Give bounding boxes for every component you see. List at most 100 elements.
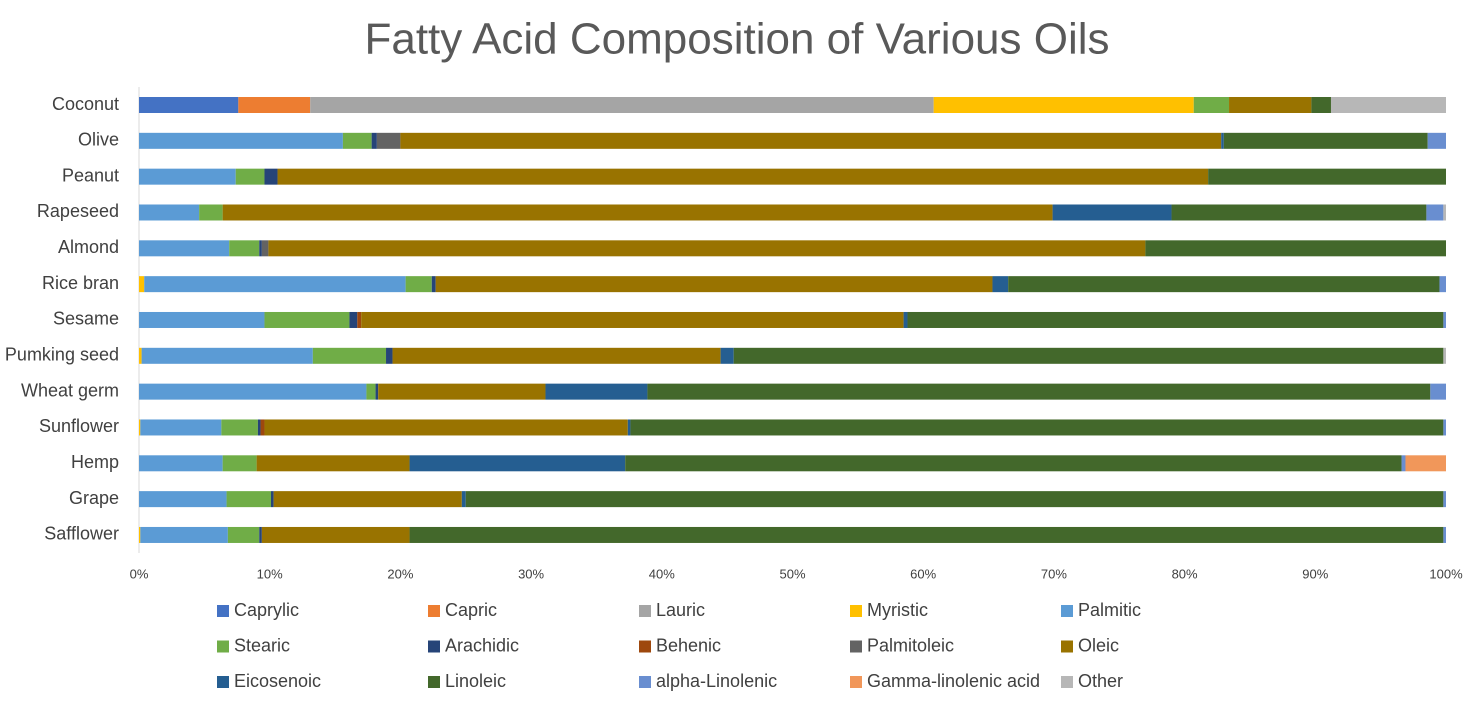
legend-swatch [639, 640, 651, 653]
bar-segment [139, 97, 239, 113]
legend-swatch [217, 676, 229, 688]
legend-swatch [428, 676, 440, 688]
bar-segment [1443, 311, 1446, 328]
legend-swatch [1061, 605, 1073, 617]
x-tick-label: 0% [130, 566, 149, 581]
bar-segment [222, 455, 257, 472]
y-tick-label: Wheat germ [21, 380, 119, 400]
bar-segment [366, 383, 376, 400]
bar-segment [238, 97, 311, 113]
bar-segment [140, 526, 228, 543]
y-tick-label: Sunflower [39, 416, 119, 436]
bar-segment [733, 347, 1444, 364]
y-tick-label: Pumking seed [5, 345, 119, 365]
bar-segment [409, 526, 1444, 543]
bar-segment [1223, 132, 1428, 149]
bar-segment [1443, 347, 1446, 364]
bar-segment [264, 311, 350, 328]
legend-label: Eicosenoic [234, 671, 321, 691]
bar-segment [378, 383, 546, 400]
bar-segment [1193, 97, 1230, 113]
y-tick-label: Olive [78, 130, 119, 150]
bar-segment [221, 419, 258, 436]
y-tick-label: Coconut [52, 94, 119, 114]
legend-label: Stearic [234, 635, 290, 655]
bar-segment [141, 347, 313, 364]
bar-segment [222, 204, 1053, 221]
bar-segment [1443, 419, 1446, 436]
bar-segment [1439, 276, 1446, 293]
bar-segment [229, 240, 260, 257]
legend-label: alpha-Linolenic [656, 671, 777, 691]
bar-segment [349, 311, 358, 328]
legend-label: Behenic [656, 635, 721, 655]
y-tick-label: Rice bran [42, 273, 119, 293]
x-tick-label: 50% [779, 566, 805, 581]
bar-segment [405, 276, 432, 293]
bar-segment [1208, 168, 1446, 185]
legend-label: Oleic [1078, 635, 1119, 655]
bar-segment [627, 419, 631, 436]
x-tick-label: 60% [910, 566, 936, 581]
legend-label: Palmitic [1078, 600, 1141, 620]
legend-swatch [217, 605, 229, 617]
bar-segment [273, 491, 462, 508]
legend-label: Lauric [656, 600, 705, 620]
bar-segment [139, 276, 145, 293]
bar-segment [139, 526, 141, 543]
bar-segment [264, 419, 628, 436]
bar-segment [257, 419, 261, 436]
bar-segment [545, 383, 648, 400]
bar-segment [139, 455, 223, 472]
bar-segment [376, 132, 401, 149]
bar-segment [139, 383, 367, 400]
x-tick-label: 20% [387, 566, 413, 581]
bar-segment [992, 276, 1009, 293]
legend-swatch [1061, 640, 1073, 653]
bar-segment [264, 168, 278, 185]
y-tick-label: Rapeseed [37, 201, 119, 221]
legend-label: Linoleic [445, 671, 506, 691]
legend-swatch [639, 605, 651, 617]
legend-label: Other [1078, 671, 1123, 691]
y-tick-label: Safflower [44, 524, 119, 544]
y-tick-label: Grape [69, 488, 119, 508]
bar-segment [435, 276, 993, 293]
bar-segment [1330, 97, 1446, 113]
bar-segment [431, 276, 436, 293]
bar-segment [1443, 491, 1446, 508]
x-tick-label: 40% [649, 566, 675, 581]
bar-segment [139, 204, 200, 221]
bar-segment [461, 491, 466, 508]
bar-segment [630, 419, 1444, 436]
bar-segment [139, 132, 343, 149]
x-tick-label: 80% [1172, 566, 1198, 581]
bar-segment [1405, 455, 1446, 472]
bar-segment [625, 455, 1402, 472]
bar-segment [1443, 204, 1446, 221]
legend-label: Myristic [867, 600, 928, 620]
bar-segment [903, 311, 908, 328]
x-tick-label: 30% [518, 566, 544, 581]
y-tick-label: Peanut [62, 165, 119, 185]
y-tick-label: Almond [58, 237, 119, 257]
bar-segment [357, 311, 362, 328]
bar-segment [465, 491, 1444, 508]
bar-segment [371, 132, 377, 149]
bar-segment [139, 419, 141, 436]
bar-segment [1430, 383, 1446, 400]
bar-segment [261, 240, 269, 257]
x-tick-label: 70% [1041, 566, 1067, 581]
bar-segment [310, 97, 934, 113]
bar-segment [361, 311, 904, 328]
legend-swatch [850, 640, 862, 653]
bar-segment [277, 168, 1209, 185]
bar-segment [342, 132, 372, 149]
bar-segment [409, 455, 626, 472]
bar-segment [256, 455, 410, 472]
bar-segment [386, 347, 393, 364]
y-tick-label: Sesame [53, 309, 119, 329]
bar-segment [933, 97, 1194, 113]
